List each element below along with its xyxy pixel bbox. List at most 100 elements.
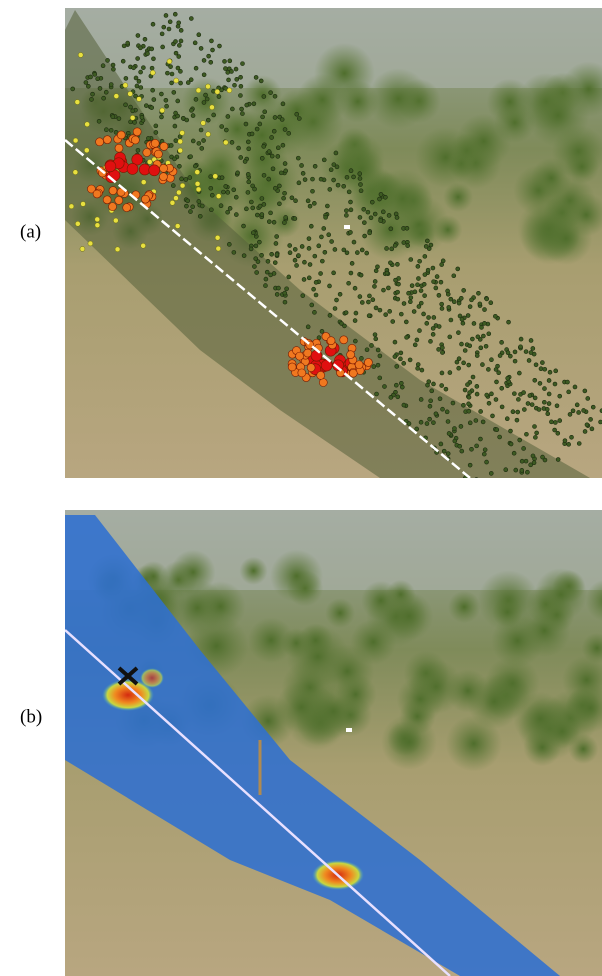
sample-point: [173, 124, 177, 128]
sample-point: [71, 87, 75, 91]
marker: [346, 728, 352, 732]
sample-point: [73, 138, 78, 143]
sample-point: [307, 237, 311, 241]
sample-point: [480, 325, 484, 329]
sample-point: [528, 394, 532, 398]
sample-point: [329, 168, 333, 172]
sample-point: [189, 78, 193, 82]
sample-point: [332, 178, 336, 182]
sample-point: [152, 98, 156, 102]
sample-point: [195, 170, 200, 175]
sample-point: [159, 115, 163, 119]
sample-point: [393, 355, 397, 359]
sample-point: [485, 393, 489, 397]
sample-point: [253, 187, 257, 191]
sample-point: [91, 92, 95, 96]
sample-point: [242, 224, 246, 228]
sample-point: [103, 196, 111, 204]
sample-point: [542, 387, 546, 391]
sample-point: [370, 200, 374, 204]
sample-point: [395, 364, 399, 368]
sample-point: [258, 204, 262, 208]
sample-point: [546, 412, 550, 416]
sample-point: [476, 291, 480, 295]
sample-point: [88, 241, 93, 246]
sample-point: [496, 364, 500, 368]
sample-point: [543, 367, 547, 371]
sample-point: [533, 425, 537, 429]
sample-point: [151, 88, 155, 92]
sample-point: [419, 301, 423, 305]
sample-point: [516, 410, 520, 414]
sample-point: [174, 78, 179, 83]
sample-point: [179, 39, 183, 43]
sample-point: [483, 492, 487, 496]
sample-point: [328, 187, 332, 191]
sample-point: [354, 311, 358, 315]
sample-point: [384, 313, 388, 317]
sample-point: [445, 410, 449, 414]
sample-point: [525, 470, 529, 474]
sample-point: [89, 75, 93, 79]
sample-point: [397, 282, 401, 286]
sample-point: [240, 112, 244, 116]
sample-point: [272, 129, 276, 133]
sample-point: [338, 292, 342, 296]
sample-point: [556, 458, 560, 462]
sample-point: [439, 442, 443, 446]
sample-point: [294, 199, 298, 203]
sample-point: [154, 130, 158, 134]
sample-point: [136, 148, 140, 152]
sample-point: [500, 405, 504, 409]
sample-point: [449, 297, 453, 301]
sample-point: [583, 389, 587, 393]
sample-point: [379, 219, 383, 223]
tree: [448, 591, 481, 624]
tree: [381, 714, 437, 770]
sample-point: [174, 111, 178, 115]
sample-point: [104, 90, 108, 94]
sample-point: [75, 100, 80, 105]
sample-point: [456, 267, 460, 271]
sample-point: [260, 197, 264, 201]
sample-point: [483, 308, 487, 312]
sample-point: [139, 70, 143, 74]
sample-point: [430, 389, 434, 393]
sample-point: [230, 140, 234, 144]
sample-point: [408, 358, 412, 362]
sample-point: [386, 286, 390, 290]
sample-point: [438, 397, 442, 401]
sample-point: [446, 420, 450, 424]
sample-point: [93, 190, 101, 198]
sample-point: [320, 329, 324, 333]
sample-point: [423, 273, 427, 277]
sample-point: [244, 207, 248, 211]
sample-point: [283, 191, 287, 195]
sample-point: [482, 321, 486, 325]
sample-point: [479, 409, 483, 413]
sample-point: [199, 46, 203, 50]
sample-point: [363, 234, 367, 238]
sample-point: [458, 444, 462, 448]
sample-point: [232, 188, 236, 192]
sample-point: [457, 366, 461, 370]
sample-point: [197, 33, 201, 37]
sample-point: [141, 195, 149, 203]
sample-point: [500, 386, 504, 390]
sample-point: [416, 366, 420, 370]
figure: (a) (b): [0, 0, 602, 976]
sample-point: [124, 76, 128, 80]
sample-point: [529, 351, 533, 355]
sample-point: [133, 120, 137, 124]
sample-point: [485, 460, 489, 464]
tree: [350, 619, 396, 665]
sample-point: [307, 276, 311, 280]
sample-point: [150, 66, 154, 70]
sample-point: [533, 435, 537, 439]
sample-point: [216, 246, 221, 251]
sample-point: [69, 204, 74, 209]
sample-point: [425, 321, 429, 325]
sample-point: [178, 148, 183, 153]
sample-point: [577, 410, 581, 414]
sample-point: [534, 363, 538, 367]
